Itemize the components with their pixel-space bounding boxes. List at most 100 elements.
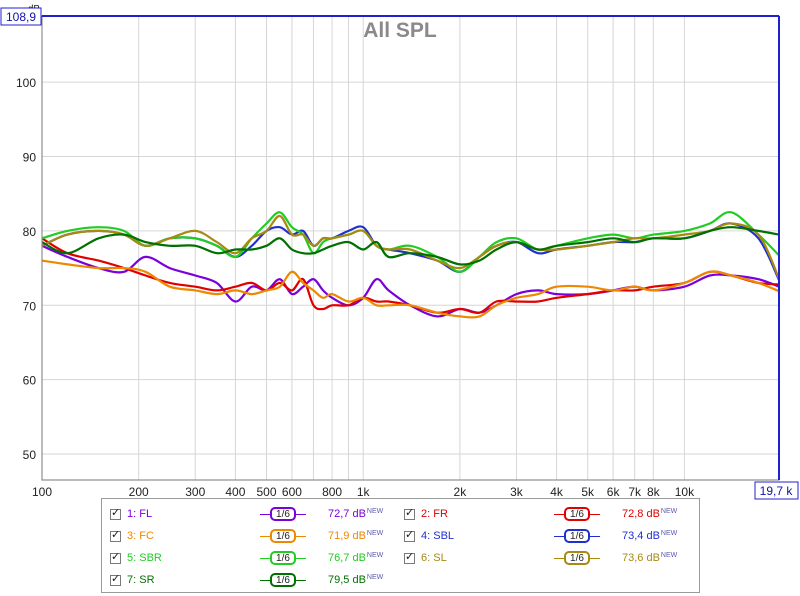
- legend-item[interactable]: 5: SBR: [110, 549, 162, 567]
- x-tick-label: 100: [32, 485, 52, 499]
- smoothing-line-right: [296, 579, 306, 581]
- y-readout-box: [0, 7, 42, 26]
- x-tick-label: 400: [225, 485, 245, 499]
- legend-checkbox[interactable]: [404, 528, 415, 542]
- legend-checkbox[interactable]: [110, 572, 121, 586]
- new-badge: NEW: [366, 552, 384, 559]
- smoothing-line-left: [260, 557, 270, 559]
- smoothing-button[interactable]: 1/6: [554, 528, 600, 544]
- legend-item[interactable]: 6: SL: [404, 549, 447, 567]
- legend-checkbox[interactable]: [404, 506, 415, 520]
- y-tick-label: 60: [23, 374, 37, 388]
- smoothing-line-left: [260, 513, 270, 515]
- smoothing-label: 1/6: [270, 529, 296, 543]
- smoothing-line-right: [590, 535, 600, 537]
- legend-item[interactable]: 3: FC: [110, 527, 154, 545]
- smoothing-line-left: [554, 557, 564, 559]
- smoothing-label: 1/6: [270, 551, 296, 565]
- smoothing-label: 1/6: [270, 573, 296, 587]
- x-readout: 19,7 k: [760, 484, 794, 498]
- smoothing-button[interactable]: 1/6: [260, 506, 306, 522]
- legend-label: 6: SL: [421, 552, 447, 564]
- legend-value: 73,6 dBNEW: [622, 552, 677, 564]
- new-badge: NEW: [660, 552, 678, 559]
- x-tick-label: 8k: [647, 485, 661, 499]
- x-tick-label: 800: [322, 485, 342, 499]
- x-tick-label: 7k: [628, 485, 642, 499]
- x-tick-label: 3k: [510, 485, 524, 499]
- x-tick-label: 5k: [581, 485, 595, 499]
- new-badge: NEW: [366, 574, 384, 581]
- x-readout-box: [754, 481, 799, 500]
- legend-checkbox[interactable]: [110, 550, 121, 564]
- x-tick-label: 4k: [550, 485, 564, 499]
- smoothing-line-right: [590, 513, 600, 515]
- smoothing-line-right: [296, 557, 306, 559]
- smoothing-line-right: [296, 513, 306, 515]
- legend-label: 3: FC: [127, 530, 154, 542]
- smoothing-line-left: [260, 579, 270, 581]
- legend-label: 7: SR: [127, 574, 155, 586]
- series-line-3-fc: [41, 259, 780, 319]
- legend-item[interactable]: 4: SBL: [404, 527, 454, 545]
- legend-item[interactable]: 7: SR: [110, 571, 155, 589]
- legend-label: 4: SBL: [421, 530, 455, 542]
- legend-value-text: 72,7 dB: [328, 508, 366, 520]
- smoothing-label: 1/6: [564, 551, 590, 565]
- y-tick-label: 70: [23, 299, 37, 313]
- legend-value-text: 73,6 dB: [622, 552, 660, 564]
- y-tick-label: 80: [23, 225, 37, 239]
- legend-item[interactable]: 1: FL: [110, 505, 152, 523]
- y-tick-label: 50: [23, 448, 37, 462]
- x-tick-label: 1k: [357, 485, 371, 499]
- legend-value: 72,7 dBNEW: [328, 508, 383, 520]
- legend-value-text: 71,9 dB: [328, 530, 366, 542]
- smoothing-label: 1/6: [564, 507, 590, 521]
- smoothing-button[interactable]: 1/6: [260, 572, 306, 588]
- smoothing-line-right: [296, 535, 306, 537]
- plot-area: [42, 16, 779, 480]
- legend-checkbox[interactable]: [110, 528, 121, 542]
- legend-label: 1: FL: [127, 508, 153, 520]
- smoothing-button[interactable]: 1/6: [260, 550, 306, 566]
- new-badge: NEW: [660, 530, 678, 537]
- series-line-2-fr: [41, 237, 780, 314]
- legend-checkbox[interactable]: [404, 550, 415, 564]
- chart-title: All SPL: [363, 19, 437, 42]
- smoothing-line-left: [260, 535, 270, 537]
- x-tick-label: 600: [282, 485, 302, 499]
- legend-value-text: 79,5 dB: [328, 574, 366, 586]
- legend-value-text: 76,7 dB: [328, 552, 366, 564]
- x-tick-label: 300: [185, 485, 205, 499]
- legend-value: 72,8 dBNEW: [622, 508, 677, 520]
- y-tick-label: 90: [23, 151, 37, 165]
- legend-panel: 1: FL1/672,7 dBNEW2: FR1/672,8 dBNEW3: F…: [101, 498, 700, 593]
- smoothing-line-right: [590, 557, 600, 559]
- legend-item[interactable]: 2: FR: [404, 505, 448, 523]
- x-tick-label: 200: [129, 485, 149, 499]
- smoothing-button[interactable]: 1/6: [554, 550, 600, 566]
- x-tick-label: 6k: [607, 485, 621, 499]
- legend-value: 79,5 dBNEW: [328, 574, 383, 586]
- new-badge: NEW: [366, 530, 384, 537]
- new-badge: NEW: [660, 508, 678, 515]
- series-line-6-sl: [41, 214, 781, 279]
- series-line-7-sr: [41, 226, 780, 266]
- x-tick-label: 10k: [675, 485, 695, 499]
- legend-checkbox[interactable]: [110, 506, 121, 520]
- smoothing-button[interactable]: 1/6: [554, 506, 600, 522]
- legend-value: 76,7 dBNEW: [328, 552, 383, 564]
- legend-value-text: 73,4 dB: [622, 530, 660, 542]
- smoothing-line-left: [554, 535, 564, 537]
- x-tick-label: 2k: [454, 485, 468, 499]
- legend-label: 2: FR: [421, 508, 448, 520]
- smoothing-button[interactable]: 1/6: [260, 528, 306, 544]
- legend-label: 5: SBR: [127, 552, 162, 564]
- smoothing-label: 1/6: [564, 529, 590, 543]
- legend-value: 73,4 dBNEW: [622, 530, 677, 542]
- legend-value: 71,9 dBNEW: [328, 530, 383, 542]
- smoothing-line-left: [554, 513, 564, 515]
- y-tick-label: 100: [16, 76, 36, 90]
- x-tick-label: 500: [256, 485, 276, 499]
